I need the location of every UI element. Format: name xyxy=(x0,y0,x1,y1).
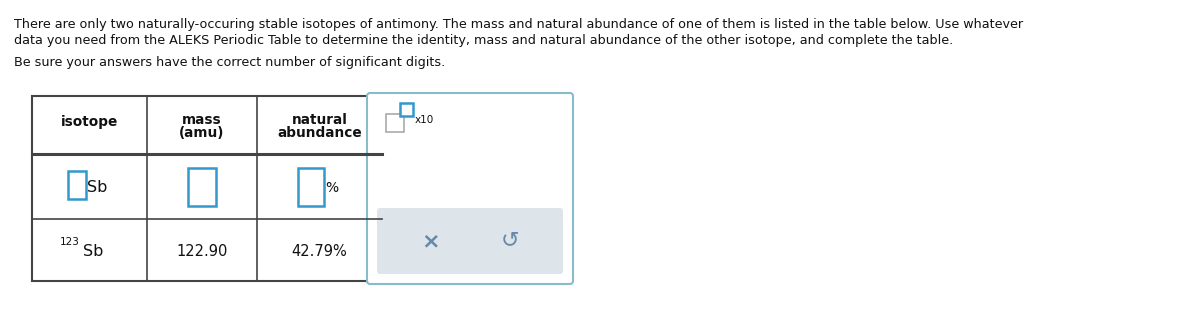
Text: 122.90: 122.90 xyxy=(176,243,228,259)
Text: mass: mass xyxy=(182,113,222,127)
Text: Sb: Sb xyxy=(88,180,108,195)
Text: There are only two naturally-occuring stable isotopes of antimony. The mass and : There are only two naturally-occuring st… xyxy=(14,18,1024,31)
Text: ×: × xyxy=(421,231,439,251)
Bar xyxy=(67,170,85,198)
FancyBboxPatch shape xyxy=(367,93,574,284)
Bar xyxy=(188,167,216,206)
Text: data you need from the ALEKS Periodic Table to determine the identity, mass and : data you need from the ALEKS Periodic Ta… xyxy=(14,34,953,47)
Text: ↺: ↺ xyxy=(500,230,518,250)
Text: x10: x10 xyxy=(415,115,434,125)
Bar xyxy=(32,96,382,281)
Text: isotope: isotope xyxy=(61,115,118,129)
Text: (amu): (amu) xyxy=(179,126,224,140)
Text: Be sure your answers have the correct number of significant digits.: Be sure your answers have the correct nu… xyxy=(14,56,445,69)
Text: 42.79%: 42.79% xyxy=(292,243,347,259)
Text: abundance: abundance xyxy=(277,126,362,140)
Bar xyxy=(298,167,324,206)
Text: 123: 123 xyxy=(60,237,79,247)
Text: natural: natural xyxy=(292,113,348,127)
Text: Sb: Sb xyxy=(84,243,104,259)
Bar xyxy=(400,103,413,116)
FancyBboxPatch shape xyxy=(377,208,563,274)
Text: %: % xyxy=(325,180,338,194)
Bar xyxy=(386,114,404,132)
